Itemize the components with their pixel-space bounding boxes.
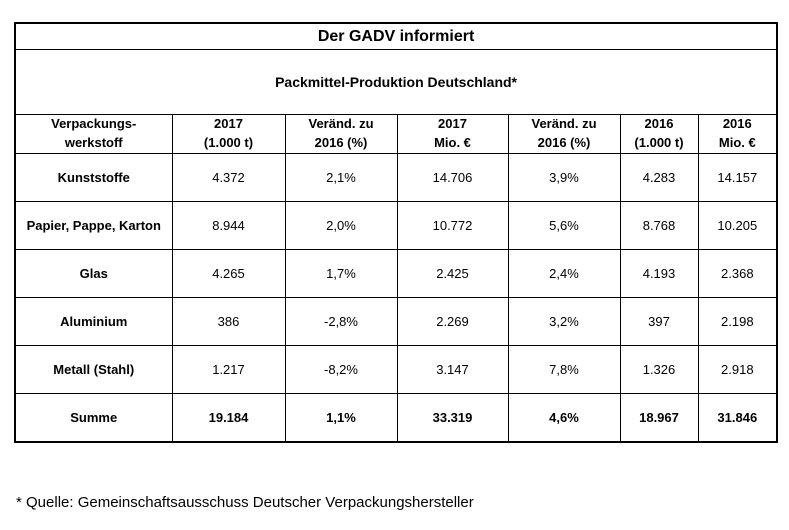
column-header-2016-euro: 2016 Mio. € xyxy=(697,114,778,154)
material-label: Glas xyxy=(14,249,173,298)
value-cell: 8.944 xyxy=(171,201,286,250)
table-row-papier-pappe-karton: Papier, Pappe, Karton 8.944 2,0% 10.772 … xyxy=(14,201,778,250)
value-cell: 2.425 xyxy=(396,249,509,298)
total-value-cell: 18.967 xyxy=(619,393,699,443)
value-cell: 397 xyxy=(619,297,699,346)
table-header-row: Verpackungs- werkstoff 2017 (1.000 t) Ve… xyxy=(14,114,778,154)
value-cell: 14.706 xyxy=(396,153,509,202)
material-label: Kunststoffe xyxy=(14,153,173,202)
value-cell: 10.205 xyxy=(697,201,778,250)
value-cell: 7,8% xyxy=(507,345,621,394)
table-row-summe: Summe 19.184 1,1% 33.319 4,6% 18.967 31.… xyxy=(14,393,778,443)
column-header-2016-tonnes: 2016 (1.000 t) xyxy=(619,114,699,154)
table-row-kunststoffe: Kunststoffe 4.372 2,1% 14.706 3,9% 4.283… xyxy=(14,153,778,202)
total-value-cell: 1,1% xyxy=(284,393,398,443)
column-header-change-euro: Veränd. zu 2016 (%) xyxy=(507,114,621,154)
column-header-change-tonnes: Veränd. zu 2016 (%) xyxy=(284,114,398,154)
value-cell: -2,8% xyxy=(284,297,398,346)
column-header-2017-euro: 2017 Mio. € xyxy=(396,114,509,154)
value-cell: 2.368 xyxy=(697,249,778,298)
page-title: Der GADV informiert xyxy=(14,22,778,50)
value-cell: 2,1% xyxy=(284,153,398,202)
value-cell: 3,9% xyxy=(507,153,621,202)
value-cell: 5,6% xyxy=(507,201,621,250)
value-cell: 1.326 xyxy=(619,345,699,394)
value-cell: 2.198 xyxy=(697,297,778,346)
production-table: Der GADV informiert Packmittel-Produktio… xyxy=(14,22,779,443)
subtitle-row: Packmittel-Produktion Deutschland* xyxy=(14,49,778,115)
value-cell: 4.283 xyxy=(619,153,699,202)
value-cell: 2,4% xyxy=(507,249,621,298)
value-cell: 1.217 xyxy=(171,345,286,394)
value-cell: 8.768 xyxy=(619,201,699,250)
table-row-aluminium: Aluminium 386 -2,8% 2.269 3,2% 397 2.198 xyxy=(14,297,778,346)
value-cell: 4.265 xyxy=(171,249,286,298)
value-cell: 2,0% xyxy=(284,201,398,250)
value-cell: 4.372 xyxy=(171,153,286,202)
value-cell: -8,2% xyxy=(284,345,398,394)
value-cell: 1,7% xyxy=(284,249,398,298)
table-subtitle: Packmittel-Produktion Deutschland* xyxy=(14,49,778,115)
column-header-material: Verpackungs- werkstoff xyxy=(14,114,173,154)
value-cell: 3,2% xyxy=(507,297,621,346)
material-label: Metall (Stahl) xyxy=(14,345,173,394)
material-label: Papier, Pappe, Karton xyxy=(14,201,173,250)
value-cell: 10.772 xyxy=(396,201,509,250)
value-cell: 14.157 xyxy=(697,153,778,202)
table-row-glas: Glas 4.265 1,7% 2.425 2,4% 4.193 2.368 xyxy=(14,249,778,298)
table-row-metall-stahl: Metall (Stahl) 1.217 -8,2% 3.147 7,8% 1.… xyxy=(14,345,778,394)
total-value-cell: 31.846 xyxy=(697,393,778,443)
total-label: Summe xyxy=(14,393,173,443)
column-header-2017-tonnes: 2017 (1.000 t) xyxy=(171,114,286,154)
total-value-cell: 33.319 xyxy=(396,393,509,443)
value-cell: 386 xyxy=(171,297,286,346)
material-label: Aluminium xyxy=(14,297,173,346)
value-cell: 4.193 xyxy=(619,249,699,298)
total-value-cell: 4,6% xyxy=(507,393,621,443)
title-row: Der GADV informiert xyxy=(14,22,778,50)
value-cell: 2.918 xyxy=(697,345,778,394)
value-cell: 3.147 xyxy=(396,345,509,394)
total-value-cell: 19.184 xyxy=(171,393,286,443)
source-footnote: * Quelle: Gemeinschaftsausschuss Deutsch… xyxy=(16,494,474,511)
value-cell: 2.269 xyxy=(396,297,509,346)
